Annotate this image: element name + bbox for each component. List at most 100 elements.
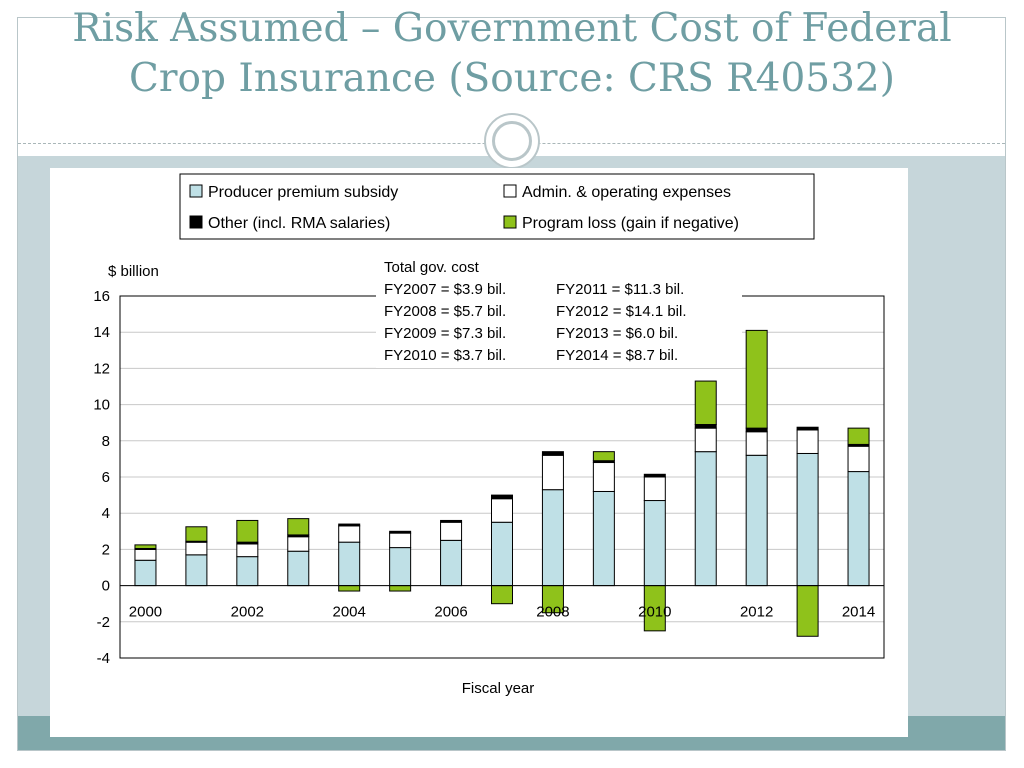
bar-segment-other <box>338 523 361 527</box>
total-cost-annotation: Total gov. cost FY2007 = $3.9 bil. FY2011… <box>376 254 742 368</box>
bar-segment-producer <box>440 539 463 587</box>
bar-segment-admin <box>134 548 157 561</box>
bar-segment-producer <box>592 490 615 587</box>
bar-segment-producer <box>541 489 564 587</box>
divider-circle-inner <box>492 121 532 161</box>
bar-segment-admin <box>236 543 259 558</box>
legend-label: Admin. & operating expenses <box>522 184 731 201</box>
bar-segment-program <box>847 427 870 445</box>
bar-segment-producer <box>745 454 768 587</box>
x-tick-label: 2002 <box>231 604 264 621</box>
bar-segment-admin <box>185 541 208 556</box>
bar-segment-producer <box>796 452 819 587</box>
x-tick-label: 2004 <box>333 604 366 621</box>
bar-segment-program <box>134 544 157 549</box>
annotation-cost-left: FY2010 = $3.7 bil. <box>384 347 506 364</box>
bar-segment-other <box>389 530 412 534</box>
bar-segment-program <box>694 380 717 426</box>
bar-segment-producer <box>236 556 259 587</box>
bar-segment-admin <box>796 429 819 454</box>
x-tick-label: 2012 <box>740 604 773 621</box>
bar-segment-admin <box>643 476 666 502</box>
bar-segment-producer <box>287 550 310 587</box>
legend-swatch <box>189 184 203 198</box>
slide-title-line-1: Risk Assumed – Government Cost of Federa… <box>72 6 952 51</box>
annotation-cost-left: FY2008 = $5.7 bil. <box>384 303 506 320</box>
stacked-bar-chart: Producer premium subsidy Admin. & operati… <box>93 173 885 697</box>
annotation-cost-right: FY2013 = $6.0 bil. <box>556 325 678 342</box>
y-tick-label: 10 <box>93 397 110 414</box>
y-tick-label: 2 <box>102 541 110 558</box>
annotation-cost-left: FY2009 = $7.3 bil. <box>384 325 506 342</box>
annotation-cost-left: FY2007 = $3.9 bil. <box>384 281 506 298</box>
bar-segment-program <box>236 519 259 543</box>
y-tick-label: 8 <box>102 433 110 450</box>
x-tick-label: 2010 <box>638 604 671 621</box>
bar-segment-program <box>338 585 361 592</box>
bar-segment-program <box>592 451 615 462</box>
legend-label: Program loss (gain if negative) <box>522 215 739 232</box>
annotation-header: Total gov. cost <box>384 259 480 276</box>
y-axis-label: $ billion <box>108 263 159 280</box>
bar-segment-other <box>541 451 564 456</box>
bar-segment-producer <box>491 521 513 587</box>
bar-segment-admin <box>592 462 615 492</box>
bar-segment-producer <box>134 559 157 587</box>
x-tick-label: 2014 <box>842 604 875 621</box>
bar-segment-admin <box>389 532 412 549</box>
bar-segment-producer <box>694 451 717 587</box>
bar-segment-other <box>440 519 463 523</box>
legend-label: Other (incl. RMA salaries) <box>208 215 390 232</box>
bar-segment-other <box>745 427 768 433</box>
legend-swatch <box>503 215 517 229</box>
x-axis-label: Fiscal year <box>462 680 535 697</box>
bar-segment-producer <box>389 547 412 587</box>
y-tick-label: 14 <box>93 324 110 341</box>
y-tick-label: 0 <box>102 578 110 595</box>
annotation-cost-right: FY2011 = $11.3 bil. <box>556 281 684 298</box>
bar-segment-admin <box>440 521 463 541</box>
y-tick-label: 6 <box>102 469 110 486</box>
slide-title: Risk Assumed – Government Cost of Federa… <box>17 4 1007 104</box>
bar-segment-program <box>745 329 768 429</box>
y-tick-label: 16 <box>93 288 110 305</box>
bar-segment-producer <box>847 471 870 587</box>
annotation-cost-right: FY2014 = $8.7 bil. <box>556 347 678 364</box>
bar-segment-program <box>796 585 819 637</box>
bar-segment-admin <box>745 431 768 456</box>
bar-segment-admin <box>541 454 564 491</box>
legend-frame <box>179 173 815 240</box>
annotation-background <box>376 254 742 368</box>
x-tick-label: 2000 <box>129 604 162 621</box>
bar-segment-other <box>694 424 717 429</box>
bar-segment-producer <box>338 541 361 587</box>
annotation-cost-right: FY2012 = $14.1 bil. <box>556 303 687 320</box>
bar-segment-admin <box>847 445 870 473</box>
bar-segment-other <box>796 426 819 431</box>
bar-segment-program <box>287 518 310 536</box>
x-tick-label: 2006 <box>434 604 467 621</box>
bar-segment-admin <box>338 525 361 543</box>
slide-title-line-2: Crop Insurance (Source: CRS R40532) <box>129 56 895 101</box>
y-tick-label: -4 <box>97 650 110 667</box>
bar-segment-admin <box>287 536 310 552</box>
bar-segment-other <box>491 494 513 500</box>
bar-segment-program <box>491 585 513 605</box>
bar-segment-other <box>643 473 666 478</box>
y-tick-label: 4 <box>102 505 110 522</box>
legend-swatch <box>503 184 517 198</box>
y-tick-label: -2 <box>97 614 110 631</box>
chart-legend: Producer premium subsidy Admin. & operati… <box>179 173 815 240</box>
bar-segment-program <box>389 585 412 592</box>
bar-segment-program <box>185 526 208 542</box>
bar-segment-producer <box>185 554 208 587</box>
bar-segment-producer <box>643 500 666 587</box>
bar-segment-admin <box>491 498 513 523</box>
chart-panel: Producer premium subsidy Admin. & operati… <box>50 168 908 737</box>
legend-swatch <box>189 215 203 229</box>
bar-segment-admin <box>694 427 717 453</box>
legend-label: Producer premium subsidy <box>208 184 398 201</box>
divider-circle-ornament <box>484 113 540 169</box>
y-tick-label: 12 <box>93 360 110 377</box>
x-tick-label: 2008 <box>536 604 569 621</box>
